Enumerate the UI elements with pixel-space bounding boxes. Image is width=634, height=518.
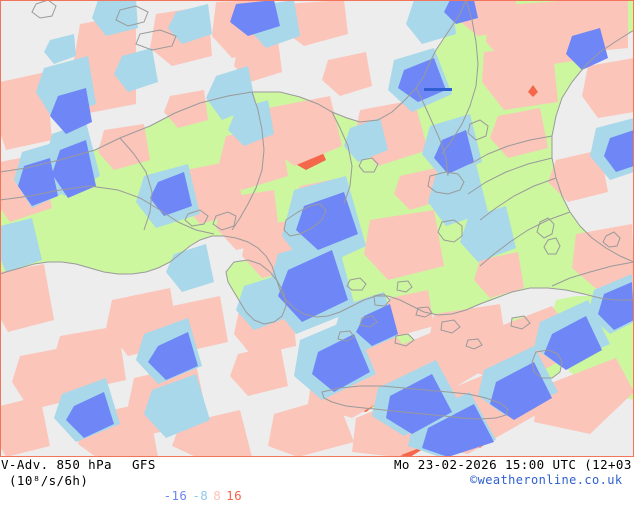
weather-map-page: V-Adv. 850 hPa GFS (10⁸/s/6h) -16 -8 8 16 M…: [0, 0, 634, 503]
color-scale-legend: -16 -8 8 16: [116, 473, 247, 518]
coastline-layer: [0, 0, 634, 420]
legend-value-pos16: 16: [226, 488, 242, 503]
legend-value-neg16: -16: [163, 488, 188, 503]
parameter-label: V-Adv. 850 hPa: [1, 457, 112, 472]
chart-footer: V-Adv. 850 hPa GFS (10⁸/s/6h) -16 -8 8 16 M…: [0, 457, 634, 503]
model-label: GFS: [132, 457, 156, 472]
map-svg: [0, 0, 634, 457]
legend-value-neg8: -8: [192, 488, 209, 503]
vorticity-negative-strong-layer: [18, 0, 634, 457]
weather-map-canvas[interactable]: [0, 0, 634, 457]
valid-datetime-label: Mo 23-02-2026 15:00 UTC (12+03): [394, 457, 634, 472]
map-markers: [424, 85, 538, 97]
units-label: (10⁸/s/6h): [9, 473, 89, 488]
copyright-credit[interactable]: ©weatheronline.co.uk: [470, 473, 623, 487]
legend-value-pos8: 8: [213, 488, 222, 503]
